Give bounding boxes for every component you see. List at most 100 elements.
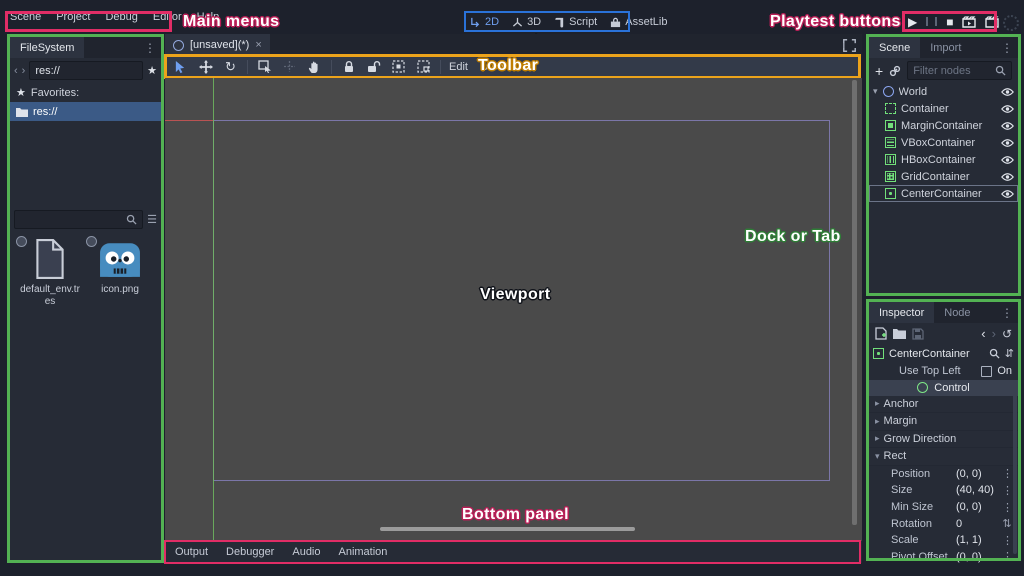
workspace-2d-button[interactable]: 2D (470, 16, 499, 28)
tab-node[interactable]: Node (944, 306, 971, 319)
visibility-eye-icon[interactable] (1001, 138, 1014, 148)
lock-icon[interactable] (340, 59, 357, 75)
view-menu[interactable]: View (481, 60, 506, 73)
favorite-toggle-icon[interactable]: ★ (147, 65, 157, 77)
pivot-tool-icon[interactable] (281, 59, 298, 75)
spinbox-updown-icon[interactable]: ⇅ (1002, 518, 1012, 531)
group-margin[interactable]: ▸ Margin (869, 413, 1018, 431)
workspace-assetlib-button[interactable]: AssetLib (610, 16, 667, 28)
load-resource-icon[interactable] (893, 328, 906, 339)
save-resource-icon[interactable] (912, 327, 924, 340)
dock-menu-icon[interactable]: ⋮ (144, 40, 156, 55)
list-select-tool-icon[interactable] (256, 59, 273, 75)
history-back-button[interactable]: ‹ (14, 64, 18, 77)
menu-help[interactable]: Help (196, 10, 220, 23)
tab-inspector[interactable]: Inspector (869, 302, 935, 323)
workspace-script-button[interactable]: Script (554, 16, 597, 28)
history-back-icon[interactable]: ‹ (981, 326, 986, 341)
property-min-size[interactable]: Min Size (0, 0) ⋮ (891, 501, 1013, 514)
new-resource-icon[interactable] (875, 327, 887, 340)
property-scale[interactable]: Scale (1, 1) ⋮ (891, 534, 1013, 547)
favorite-res-row[interactable]: res:// (10, 102, 161, 121)
tab-debugger[interactable]: Debugger (226, 546, 275, 558)
pan-tool-icon[interactable] (306, 59, 323, 75)
scene-tab[interactable]: [unsaved](*) × (165, 34, 270, 56)
close-tab-icon[interactable]: × (255, 39, 262, 51)
play-custom-scene-button[interactable] (985, 15, 1000, 28)
tab-import[interactable]: Import (930, 41, 962, 54)
tab-filesystem[interactable]: FileSystem (10, 37, 85, 58)
property-rotation[interactable]: Rotation 0 ⇅ (891, 517, 1012, 531)
group-rect[interactable]: ▾ Rect (869, 448, 1018, 466)
tree-row-hboxcontainer[interactable]: HBoxContainer (869, 151, 1018, 168)
distraction-free-icon[interactable] (843, 38, 856, 52)
category-control[interactable]: Control (869, 379, 1018, 396)
visibility-eye-icon[interactable] (1001, 87, 1014, 97)
visibility-eye-icon[interactable] (1001, 121, 1014, 131)
play-scene-button[interactable] (962, 15, 977, 28)
file-item[interactable]: icon.png (86, 236, 150, 308)
group-icon[interactable] (390, 59, 407, 75)
file-item[interactable]: default_env.tres (16, 236, 80, 308)
visibility-eye-icon[interactable] (1001, 155, 1014, 165)
tab-audio[interactable]: Audio (292, 546, 321, 558)
menu-debug[interactable]: Debug (105, 10, 138, 23)
tree-row-margincontainer[interactable]: MarginContainer (869, 117, 1018, 134)
more-icon[interactable]: ⋮ (1002, 551, 1013, 564)
canvas-viewport[interactable]: Viewport Dock or Tab Bottom panel (165, 78, 862, 541)
rotate-tool-icon[interactable]: ↻ (225, 58, 236, 74)
more-icon[interactable]: ⋮ (1002, 501, 1013, 514)
more-icon[interactable]: ⋮ (1002, 468, 1013, 481)
checkbox-icon[interactable] (981, 365, 993, 377)
workspace-3d-button[interactable]: 3D (512, 16, 541, 28)
dock-menu-icon[interactable]: ⋮ (1001, 305, 1013, 320)
stop-button[interactable]: ■ (946, 14, 954, 29)
menu-editor[interactable]: Editor (152, 10, 182, 23)
collapse-caret-icon[interactable]: ▾ (873, 86, 878, 96)
ungroup-icon[interactable] (415, 59, 432, 75)
object-history-icon[interactable]: ↺ (1001, 326, 1012, 341)
inspector-scrollbar[interactable] (1013, 380, 1017, 554)
property-pivot-offset[interactable]: Pivot Offset (0, 0) ⋮ (891, 550, 1013, 564)
unlock-icon[interactable] (365, 59, 382, 75)
tab-output[interactable]: Output (175, 546, 209, 558)
more-icon[interactable]: ⋮ (1002, 534, 1013, 547)
tree-row-container[interactable]: Container (869, 100, 1018, 117)
dock-menu-icon[interactable]: ⋮ (1001, 40, 1013, 55)
add-node-button[interactable]: + (875, 62, 884, 79)
visibility-eye-icon[interactable] (1001, 172, 1014, 182)
history-forward-icon[interactable]: › (991, 326, 996, 341)
history-forward-button[interactable]: › (21, 64, 26, 77)
instance-scene-button[interactable] (889, 65, 901, 77)
edit-menu[interactable]: Edit (449, 60, 468, 73)
tree-row-vboxcontainer[interactable]: VBoxContainer (869, 134, 1018, 151)
filesystem-search-input[interactable] (14, 210, 144, 229)
tree-row-world[interactable]: ▾ World (869, 83, 1018, 100)
group-anchor[interactable]: ▸ Anchor (869, 395, 1018, 414)
filter-nodes-input[interactable]: Filter nodes (907, 61, 1012, 80)
move-tool-icon[interactable] (197, 59, 214, 75)
play-button[interactable]: ▶ (908, 14, 918, 29)
pause-button[interactable] (926, 17, 938, 26)
menu-project[interactable]: Project (56, 10, 91, 23)
tree-row-centercontainer[interactable]: CenterContainer (869, 185, 1018, 202)
path-input[interactable]: res:// (29, 61, 144, 80)
select-tool-icon[interactable] (172, 59, 189, 75)
menu-scene[interactable]: Scene (10, 10, 42, 23)
visibility-eye-icon[interactable] (1001, 189, 1014, 199)
viewport-vertical-scrollbar[interactable] (852, 80, 857, 525)
inspector-tools-icon[interactable]: ⇵ (1004, 348, 1014, 360)
viewport-horizontal-scrollbar[interactable] (380, 527, 635, 531)
tab-scene[interactable]: Scene (869, 37, 921, 58)
property-size[interactable]: Size (40, 40) ⋮ (891, 484, 1013, 497)
favorites-header[interactable]: ★ Favorites: (16, 86, 80, 100)
file-list-view-toggle[interactable]: ☰ (147, 214, 157, 226)
more-icon[interactable]: ⋮ (1002, 484, 1013, 497)
property-use-top-left[interactable]: Use Top Left On (899, 365, 1012, 378)
group-grow-direction[interactable]: ▸ Grow Direction (869, 430, 1018, 449)
inspector-search-icon[interactable] (989, 348, 1000, 359)
property-position[interactable]: Position (0, 0) ⋮ (891, 467, 1013, 481)
tab-animation[interactable]: Animation (338, 546, 388, 558)
tree-row-gridcontainer[interactable]: GridContainer (869, 168, 1018, 185)
visibility-eye-icon[interactable] (1001, 104, 1014, 114)
